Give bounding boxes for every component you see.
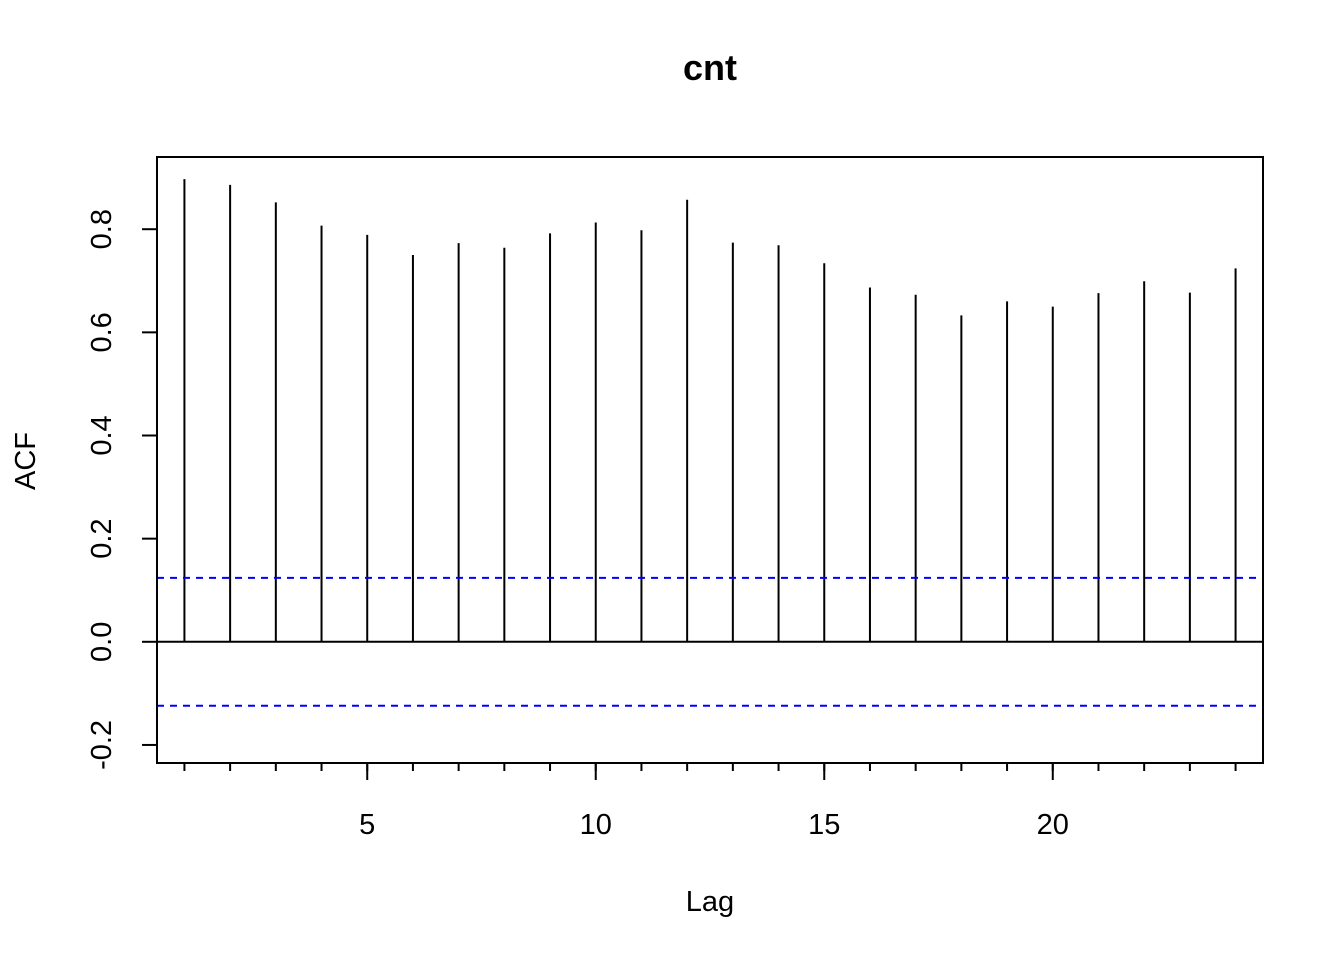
x-tick-label-15: 15: [808, 809, 840, 841]
acf-bars: [183, 179, 1237, 642]
x-tick-label-20: 20: [1037, 809, 1069, 841]
confidence-lines: [157, 576, 1263, 707]
y-tick-label-1: 0.0: [86, 622, 118, 662]
plot-frame: [156, 156, 1264, 764]
x-axis-title: Lag: [686, 886, 734, 918]
y-tick-label-2: 0.2: [86, 518, 118, 558]
y-axis-title: ACF: [10, 432, 42, 490]
y-tick-label-3: 0.4: [86, 415, 118, 455]
y-tick-label-4: 0.6: [86, 312, 118, 352]
y-tick-label-0: -0.2: [86, 720, 118, 770]
y-axis: -0.2 0.0 0.2 0.4 0.6 0.8: [86, 209, 157, 770]
x-axis: 5 10 15 20: [183, 763, 1237, 841]
x-tick-label-5: 5: [359, 809, 375, 841]
chart-title: cnt: [683, 47, 737, 88]
y-tick-label-5: 0.8: [86, 209, 118, 249]
x-tick-label-10: 10: [580, 809, 612, 841]
